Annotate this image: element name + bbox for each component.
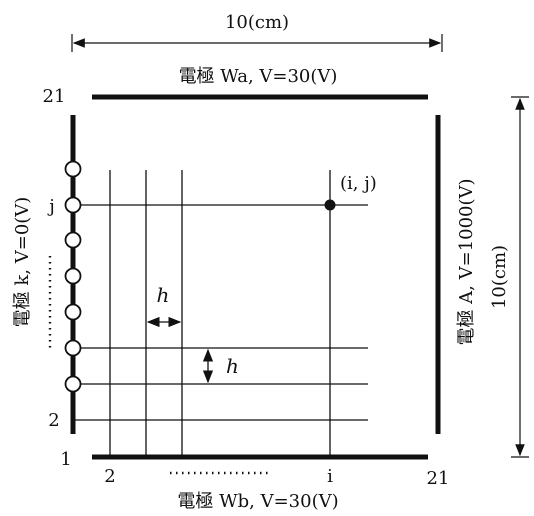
x-label-i: i	[327, 466, 333, 487]
electrode-wb: 電極 Wb, V=30(V)	[92, 454, 428, 512]
point-ij-label: (i, j)	[340, 173, 377, 194]
electrode-wb-label: 電極 Wb, V=30(V)	[177, 491, 338, 512]
grid-lines	[73, 170, 368, 457]
x-label-21: 21	[427, 468, 450, 489]
h-horizontal-label: h	[157, 283, 170, 307]
y-label-1: 1	[60, 449, 71, 470]
top-dimension-label: 10(cm)	[225, 12, 289, 33]
boundary-node	[64, 375, 82, 393]
y-label-21: 21	[43, 86, 66, 107]
x-label-2: 2	[104, 466, 115, 487]
point-ij	[324, 199, 336, 211]
right-dimension-label: 10(cm)	[489, 245, 510, 309]
h-vertical: h	[202, 348, 239, 384]
electrode-wa-label: 電極 Wa, V=30(V)	[179, 66, 338, 87]
y-label-j: j	[47, 196, 55, 217]
electrode-wa: 電極 Wa, V=30(V)	[92, 66, 428, 100]
electrode-k-label: 電極 k, V=0(V)	[12, 197, 33, 328]
electrode-a: 電極 A, V=1000(V)	[435, 115, 477, 434]
boundary-node	[64, 303, 82, 321]
electrode-k: 電極 k, V=0(V)	[12, 115, 76, 434]
right-dimension: 10(cm)	[489, 96, 529, 458]
boundary-node	[64, 160, 82, 178]
boundary-node	[64, 339, 82, 357]
boundary-nodes	[64, 160, 82, 393]
boundary-node	[64, 196, 82, 214]
h-horizontal: h	[146, 283, 182, 328]
electrode-a-label: 電極 A, V=1000(V)	[456, 178, 477, 345]
boundary-node	[64, 231, 82, 249]
boundary-node	[64, 267, 82, 285]
h-vertical-label: h	[226, 354, 239, 378]
top-dimension: 10(cm)	[71, 12, 443, 52]
y-label-2: 2	[48, 410, 59, 431]
